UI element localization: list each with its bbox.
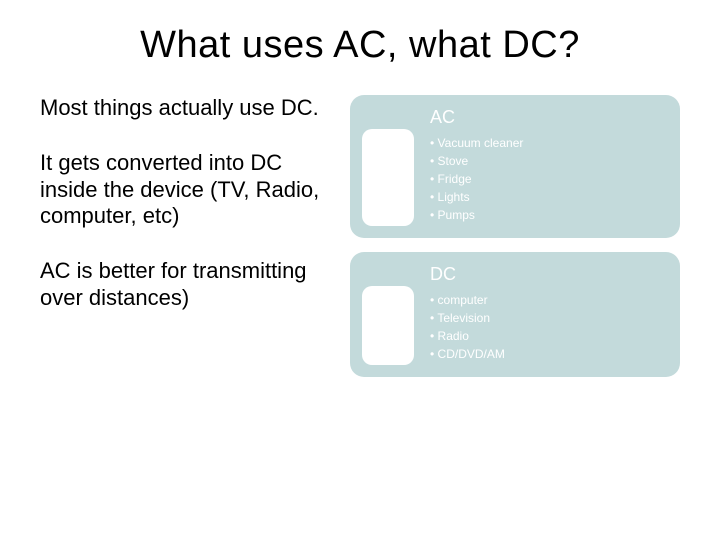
list-item: Stove — [430, 152, 662, 170]
body-paragraph: It gets converted into DC inside the dev… — [40, 150, 320, 230]
list-item: CD/DVD/AM — [430, 345, 662, 363]
body-paragraph: Most things actually use DC. — [40, 95, 320, 122]
list-item: Vacuum cleaner — [430, 134, 662, 152]
card-list: computer Television Radio CD/DVD/AM — [430, 291, 662, 363]
list-item: Television — [430, 309, 662, 327]
list-item: Pumps — [430, 206, 662, 224]
left-column: Most things actually use DC. It gets con… — [40, 95, 320, 377]
card-heading: DC — [430, 264, 662, 285]
card-accent-box — [362, 286, 414, 365]
list-item: Fridge — [430, 170, 662, 188]
right-column: AC Vacuum cleaner Stove Fridge Lights Pu… — [350, 95, 680, 377]
slide-body: Most things actually use DC. It gets con… — [40, 95, 680, 377]
card-accent-box — [362, 129, 414, 226]
ac-card: AC Vacuum cleaner Stove Fridge Lights Pu… — [350, 95, 680, 238]
list-item: computer — [430, 291, 662, 309]
slide: What uses AC, what DC? Most things actua… — [0, 0, 720, 540]
card-heading: AC — [430, 107, 662, 128]
list-item: Radio — [430, 327, 662, 345]
list-item: Lights — [430, 188, 662, 206]
body-paragraph: AC is better for transmitting over dista… — [40, 258, 320, 312]
dc-card: DC computer Television Radio CD/DVD/AM — [350, 252, 680, 377]
card-list: Vacuum cleaner Stove Fridge Lights Pumps — [430, 134, 662, 224]
slide-title: What uses AC, what DC? — [40, 24, 680, 67]
